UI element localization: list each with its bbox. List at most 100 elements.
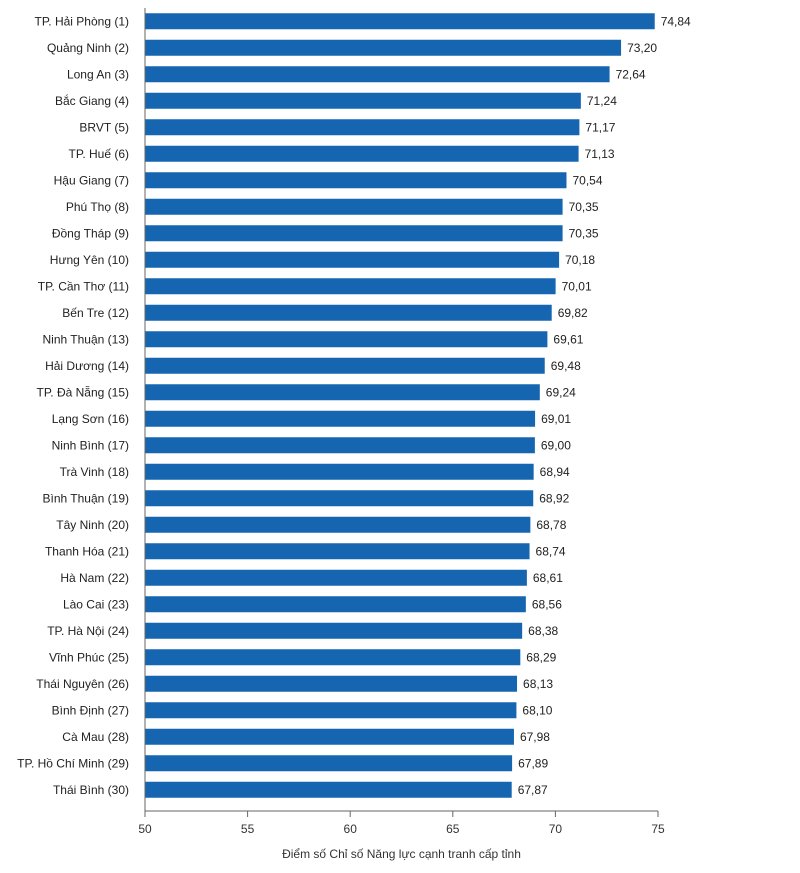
bar xyxy=(145,596,526,613)
x-tick-label: 60 xyxy=(344,822,358,836)
x-tick-label: 50 xyxy=(138,822,152,836)
bar xyxy=(145,702,517,719)
value-label: 70,35 xyxy=(569,226,599,240)
category-label: Thái Bình (30) xyxy=(53,783,129,797)
value-label: 68,92 xyxy=(539,491,569,505)
category-label: Cà Mau (28) xyxy=(62,730,129,744)
x-axis: 50 55 60 65 70 75 xyxy=(138,8,665,836)
bar xyxy=(145,490,534,507)
category-label: Phú Thọ (8) xyxy=(66,200,129,214)
value-label: 71,24 xyxy=(587,94,617,108)
category-label: Lạng Sơn (16) xyxy=(52,412,129,426)
value-label: 68,61 xyxy=(533,571,563,585)
category-label: Bến Tre (12) xyxy=(62,306,129,320)
category-label: Quảng Ninh (2) xyxy=(47,41,129,55)
category-label: TP. Hồ Chí Minh (29) xyxy=(17,756,129,770)
category-label: Thanh Hóa (21) xyxy=(45,544,129,558)
value-label: 67,87 xyxy=(518,783,548,797)
value-label: 70,35 xyxy=(569,200,599,214)
bar xyxy=(145,384,540,401)
bar xyxy=(145,278,556,295)
value-label: 68,29 xyxy=(526,650,556,664)
x-tick-label: 55 xyxy=(241,822,255,836)
category-label: Bình Thuận (19) xyxy=(42,491,129,505)
bars-group xyxy=(145,13,655,798)
category-label: Ninh Thuận (13) xyxy=(43,332,130,346)
category-label: Lào Cai (23) xyxy=(63,597,129,611)
category-label: Hà Nam (22) xyxy=(60,571,129,585)
category-label: Thái Nguyên (26) xyxy=(36,677,129,691)
bar xyxy=(145,13,655,30)
category-label: Trà Vinh (18) xyxy=(60,465,129,479)
value-label: 71,17 xyxy=(585,120,615,134)
bar xyxy=(145,198,563,215)
value-label: 68,38 xyxy=(528,624,558,638)
bar xyxy=(145,119,580,136)
bar xyxy=(145,92,581,109)
bar xyxy=(145,251,560,268)
category-label: Hải Dương (14) xyxy=(45,359,129,373)
bar xyxy=(145,304,552,321)
value-label: 69,61 xyxy=(553,332,583,346)
x-tick-label: 65 xyxy=(446,822,460,836)
x-axis-title: Điểm số Chỉ số Năng lực cạnh tranh cấp t… xyxy=(282,847,521,861)
bar xyxy=(145,728,514,745)
bar xyxy=(145,225,563,242)
bar xyxy=(145,39,622,56)
value-label: 69,24 xyxy=(546,385,576,399)
value-label: 74,84 xyxy=(661,14,691,28)
bar xyxy=(145,675,518,692)
bar xyxy=(145,410,536,427)
category-label: TP. Cần Thơ (11) xyxy=(38,279,129,293)
value-label: 68,13 xyxy=(523,677,553,691)
value-label: 68,10 xyxy=(522,703,552,717)
bar xyxy=(145,66,610,83)
value-label: 69,01 xyxy=(541,412,571,426)
category-label: Đồng Tháp (9) xyxy=(52,226,129,240)
value-label: 68,78 xyxy=(536,518,566,532)
value-label: 68,94 xyxy=(540,465,570,479)
bar xyxy=(145,331,548,348)
bar xyxy=(145,622,523,639)
category-labels: TP. Hải Phòng (1) Quảng Ninh (2) Long An (… xyxy=(17,14,129,797)
category-label: Bắc Giang (4) xyxy=(55,93,129,108)
bar xyxy=(145,145,579,162)
category-label: Tây Ninh (20) xyxy=(56,518,129,532)
value-label: 69,00 xyxy=(541,438,571,452)
bar xyxy=(145,569,527,586)
bar xyxy=(145,463,534,480)
bar xyxy=(145,755,513,772)
bar xyxy=(145,357,545,374)
value-label: 68,56 xyxy=(532,597,562,611)
category-label: BRVT (5) xyxy=(79,120,129,134)
bar xyxy=(145,543,530,560)
category-label: TP. Hà Nội (24) xyxy=(47,624,129,638)
category-label: Bình Định (27) xyxy=(52,703,129,717)
x-tick-label: 70 xyxy=(549,822,563,836)
bar xyxy=(145,781,512,798)
category-label: TP. Hải Phòng (1) xyxy=(35,14,130,28)
value-label: 73,20 xyxy=(627,41,657,55)
category-label: Ninh Bình (17) xyxy=(52,438,129,452)
bar xyxy=(145,437,535,454)
value-labels: 74,84 73,20 72,64 71,24 71,17 71,13 70,54 70,35… xyxy=(518,14,691,797)
value-label: 70,01 xyxy=(562,279,592,293)
value-label: 69,82 xyxy=(558,306,588,320)
category-label: Long An (3) xyxy=(67,67,129,81)
value-label: 67,98 xyxy=(520,730,550,744)
bar xyxy=(145,516,531,533)
value-label: 70,18 xyxy=(565,253,595,267)
category-label: TP. Huế (6) xyxy=(69,147,129,161)
category-label: Vĩnh Phúc (25) xyxy=(49,650,129,664)
bar xyxy=(145,649,521,666)
value-label: 71,13 xyxy=(585,147,615,161)
value-label: 69,48 xyxy=(551,359,581,373)
category-label: Hậu Giang (7) xyxy=(54,173,129,187)
bar xyxy=(145,172,567,189)
value-label: 70,54 xyxy=(572,173,602,187)
value-label: 67,89 xyxy=(518,756,548,770)
value-label: 68,74 xyxy=(536,544,566,558)
value-label: 72,64 xyxy=(616,67,646,81)
category-label: TP. Đà Nẵng (15) xyxy=(37,384,130,399)
